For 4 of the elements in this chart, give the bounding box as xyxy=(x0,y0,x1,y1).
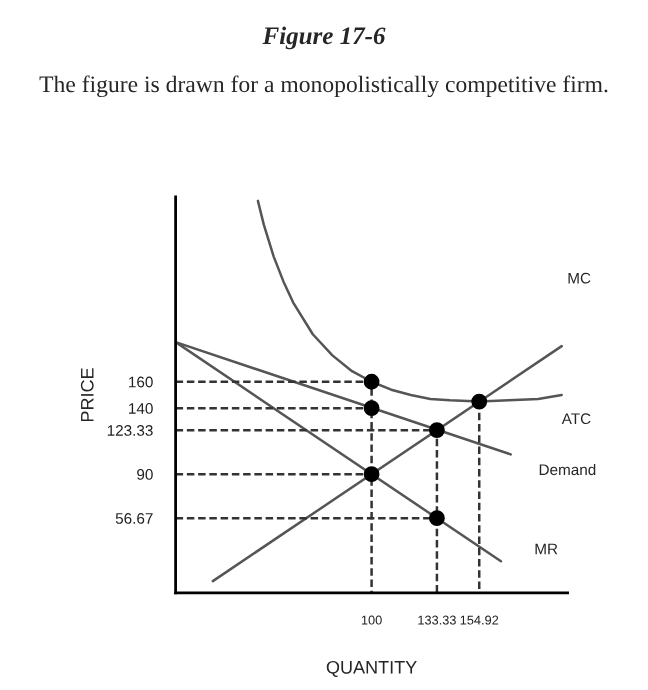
y-axis-title: PRICE xyxy=(80,368,94,422)
chart-title: Figure 17-6 xyxy=(262,26,386,50)
x-axis-title: QUANTITY xyxy=(326,660,417,677)
chart-subtitle: The figure is drawn for a monopolistically competitive firm. xyxy=(39,75,608,98)
